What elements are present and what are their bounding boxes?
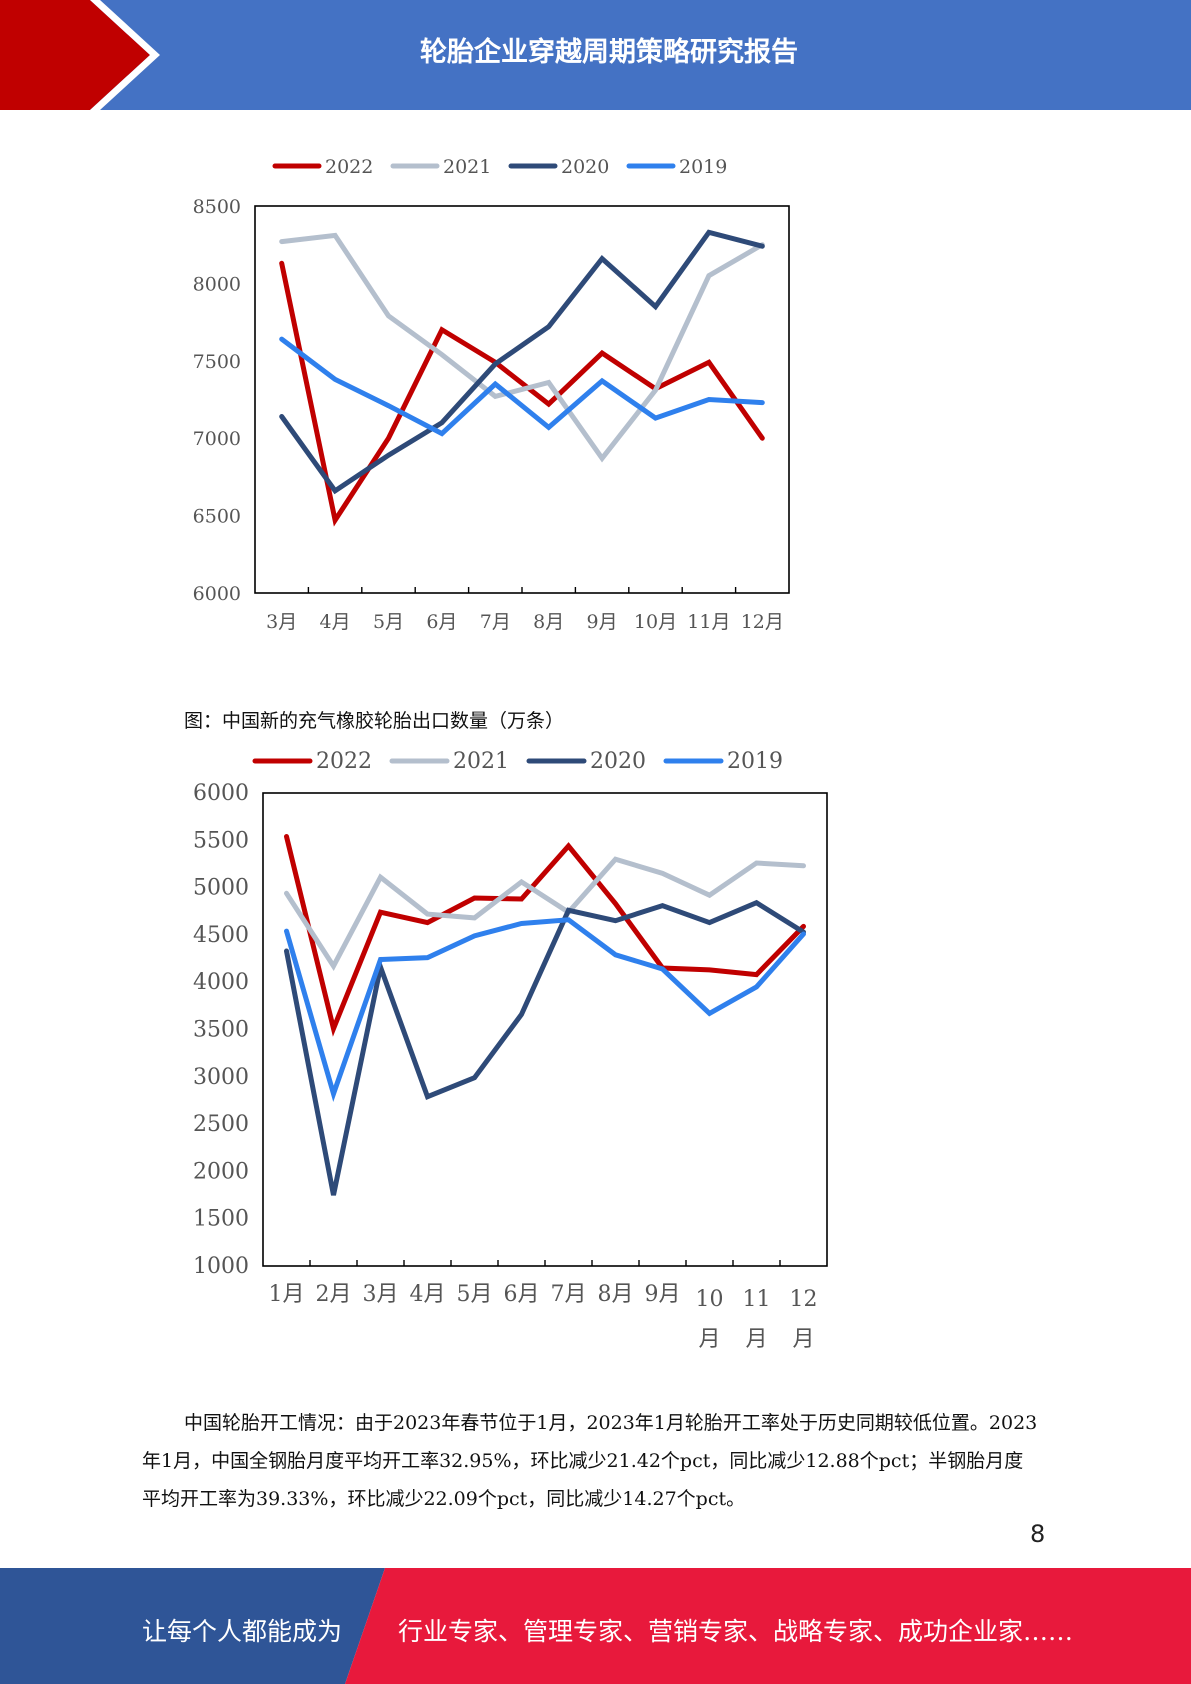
y-tick-label: 5000 — [193, 876, 249, 901]
legend-label-2022: 2022 — [316, 749, 372, 774]
x-tick-label: 4月 — [410, 1282, 446, 1307]
body-paragraph-block: 中国轮胎开工情况：由于2023年春节位于1月，2023年1月轮胎开工率处于历史同… — [142, 1404, 1042, 1518]
x-tick-label: 8月 — [533, 611, 564, 633]
y-tick-label: 3500 — [193, 1018, 249, 1043]
x-tick-label-suffix: 月 — [792, 1327, 814, 1350]
plot-frame — [262, 792, 828, 1267]
y-tick-label: 7000 — [193, 428, 241, 450]
x-tick-label: 3月 — [266, 611, 297, 633]
tire-chart-top: 2022 2021 2020 2019 8500 8000 7500 7000 6500 6000… — [193, 156, 790, 633]
page-header: 轮胎企业穿越周期策略研究报告 — [0, 0, 1191, 110]
series-line-2020 — [279, 229, 765, 495]
legend-label-2019: 2019 — [679, 156, 727, 178]
x-tick-label: 10 — [696, 1287, 724, 1312]
tire-export-chart: 2022 2021 2020 2019 6000 5500 5000 4500 4000 3500… — [193, 749, 828, 1350]
page-number: 8 — [1030, 1520, 1046, 1548]
x-tick-label: 5月 — [457, 1282, 493, 1307]
x-tick-label: 8月 — [598, 1282, 634, 1307]
x-tick-label: 5月 — [373, 611, 404, 633]
x-tick-label: 3月 — [363, 1282, 399, 1307]
y-tick-label: 2000 — [193, 1159, 249, 1184]
legend-label-2020: 2020 — [590, 749, 646, 774]
series-line-2019 — [279, 336, 765, 437]
y-tick-label: 1500 — [193, 1207, 249, 1232]
series-line-2022 — [284, 834, 806, 1037]
series-line-2022 — [279, 260, 765, 527]
x-tick-label: 6月 — [426, 611, 457, 633]
x-tick-label: 6月 — [504, 1282, 540, 1307]
y-tick-label: 6000 — [193, 583, 241, 605]
legend-label-2021: 2021 — [443, 156, 491, 178]
series-line-2020 — [284, 899, 806, 1196]
x-tick-label: 12月 — [741, 611, 784, 633]
x-tick-label: 7月 — [480, 611, 511, 633]
series-line-2021 — [279, 232, 765, 463]
y-tick-label: 4000 — [193, 970, 249, 995]
x-tick-label: 4月 — [320, 611, 351, 633]
x-tick-label-suffix: 月 — [745, 1327, 767, 1350]
legend-label-2019: 2019 — [727, 749, 783, 774]
y-tick-label: 2500 — [193, 1112, 249, 1137]
x-tick-label: 1月 — [269, 1282, 305, 1307]
series-line-2019 — [284, 917, 806, 1103]
figure-caption: 图：中国新的充气橡胶轮胎出口数量（万条） — [184, 710, 565, 732]
x-tick-label: 11月 — [687, 611, 730, 633]
y-tick-label: 6000 — [193, 781, 249, 806]
x-tick-label: 2月 — [316, 1282, 352, 1307]
legend-label-2022: 2022 — [325, 156, 373, 178]
y-tick-label: 8500 — [193, 196, 241, 218]
y-tick-label: 3000 — [193, 1065, 249, 1090]
legend-label-2020: 2020 — [561, 156, 609, 178]
x-tick-label-suffix: 月 — [698, 1327, 720, 1350]
y-tick-label: 4500 — [193, 923, 249, 948]
x-tick-label: 11 — [743, 1287, 771, 1312]
header-arrow-decoration — [0, 0, 160, 110]
y-tick-label: 6500 — [193, 506, 241, 528]
y-tick-label: 1000 — [193, 1254, 249, 1279]
x-tick-label: 12 — [790, 1287, 818, 1312]
y-tick-label: 5500 — [193, 828, 249, 853]
series-line-2021 — [284, 856, 806, 972]
y-tick-label: 8000 — [193, 273, 241, 295]
report-title: 轮胎企业穿越周期策略研究报告 — [420, 37, 798, 68]
x-tick-label: 7月 — [551, 1282, 587, 1307]
footer-background — [0, 1568, 1191, 1684]
y-tick-label: 7500 — [193, 351, 241, 373]
x-tick-label: 9月 — [645, 1282, 681, 1307]
operating-rate-paragraph: 中国轮胎开工情况：由于2023年春节位于1月，2023年1月轮胎开工率处于历史同… — [142, 1412, 1038, 1510]
x-tick-label: 9月 — [587, 611, 618, 633]
footer-slogan-left: 让每个人都能成为 — [142, 1617, 343, 1646]
page-footer: 让每个人都能成为 行业专家、管理专家、营销专家、战略专家、成功企业家…… — [0, 1568, 1191, 1684]
legend-label-2021: 2021 — [453, 749, 509, 774]
x-tick-label: 10月 — [634, 611, 677, 633]
footer-slogan-right: 行业专家、管理专家、营销专家、战略专家、成功企业家…… — [398, 1617, 1074, 1646]
